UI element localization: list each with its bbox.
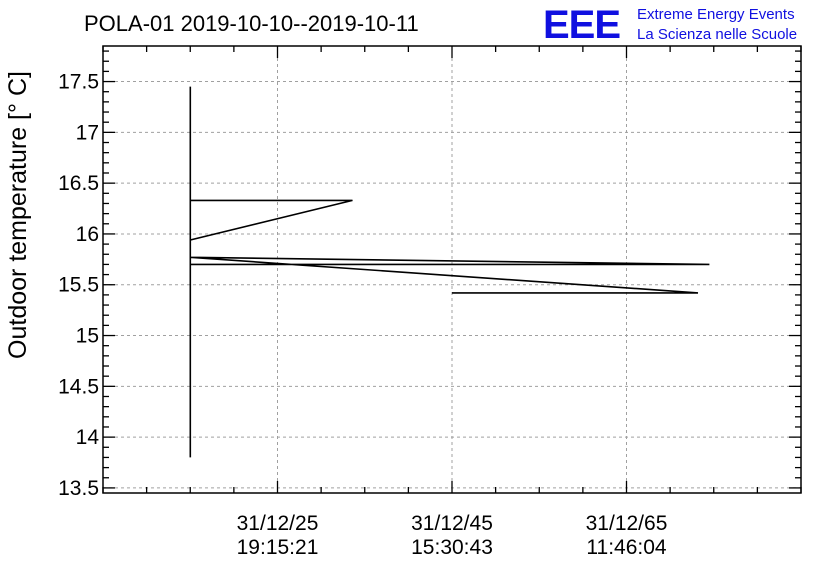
logo-line-2: La Scienza nelle Scuole	[637, 26, 797, 43]
y-tick-labels: 13.5 14 14.5 15 15.5 16 16.5 17 17.5	[58, 71, 99, 500]
y-tick-label: 13.5	[58, 477, 99, 500]
logo-line-1: Extreme Energy Events	[637, 6, 795, 23]
y-tick-label: 15.5	[58, 274, 99, 297]
data-series	[189, 86, 710, 458]
eee-logo: EEE Extreme Energy Events La Scienza nel…	[543, 3, 797, 47]
temperature-line	[189, 86, 710, 458]
eee-logo-mark: EEE	[543, 3, 620, 47]
y-tick-label: 17	[76, 121, 99, 144]
plot-frame	[102, 45, 802, 494]
chart-title: POLA-01 2019-10-10--2019-10-11	[84, 11, 419, 36]
grid-lines	[103, 46, 801, 493]
y-tick-label: 14.5	[58, 375, 99, 398]
x-tick-label: 31/12/65	[586, 512, 668, 535]
x-tick-label: 31/12/45	[411, 512, 493, 535]
y-tick-label: 17.5	[58, 71, 99, 94]
y-tick-label: 16	[76, 223, 99, 246]
x-tick-label: 11:46:04	[586, 536, 667, 559]
x-tick-label: 19:15:21	[237, 536, 319, 559]
y-tick-label: 16.5	[58, 172, 99, 195]
y-axis-label: Outdoor temperature [° C]	[4, 71, 32, 359]
x-tick-label: 15:30:43	[411, 536, 493, 559]
y-tick-label: 14	[76, 426, 100, 449]
y-tick-label: 15	[76, 325, 99, 348]
x-tick-label: 31/12/25	[237, 512, 319, 535]
